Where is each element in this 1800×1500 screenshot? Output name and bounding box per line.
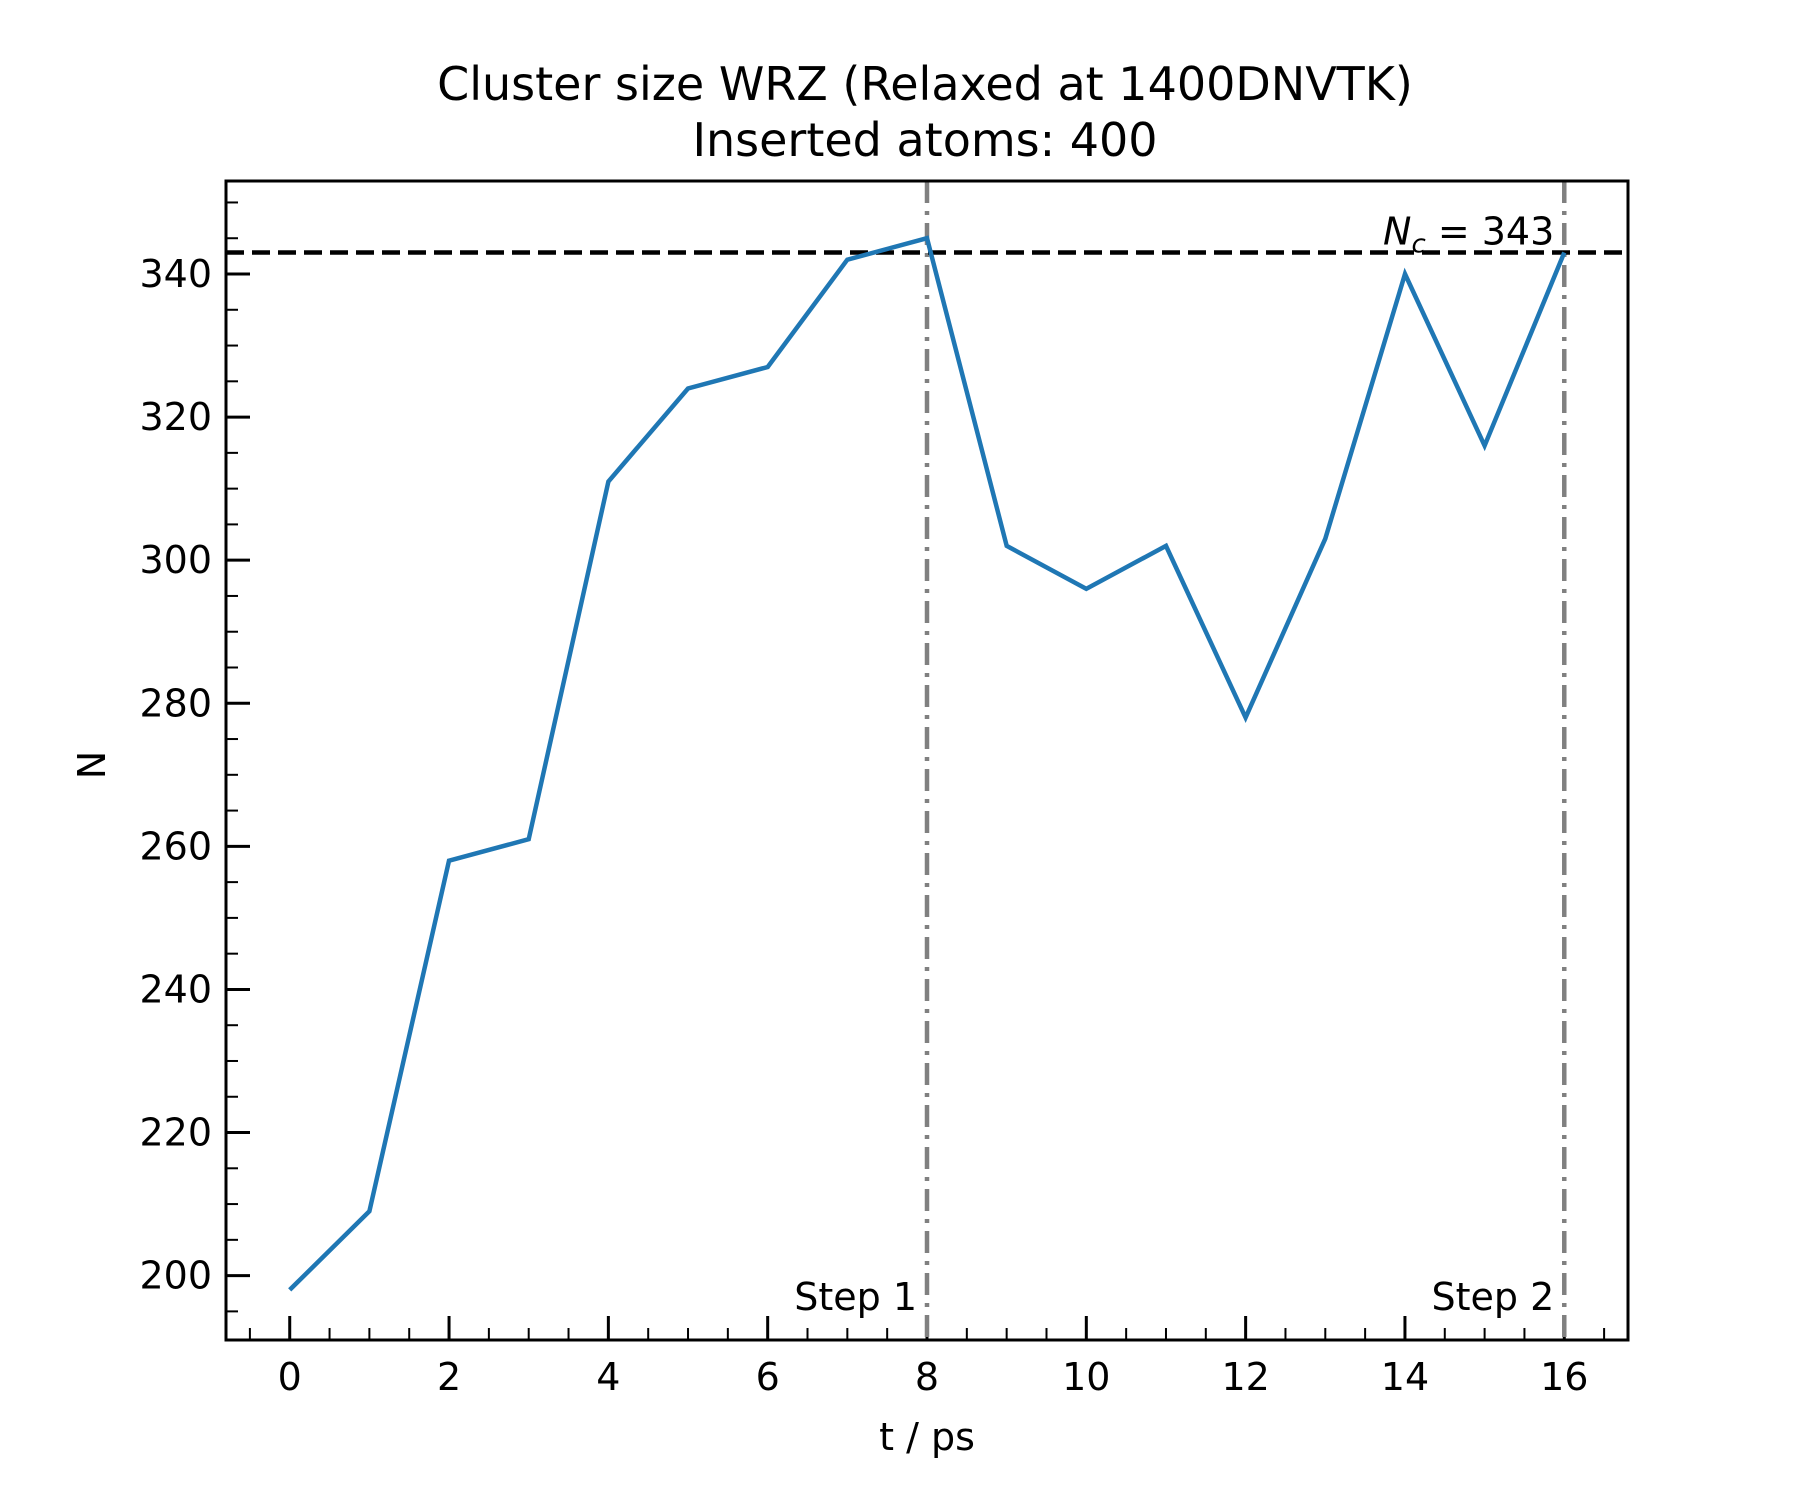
y-tick-label: 260	[139, 824, 212, 868]
x-tick-label: 0	[278, 1355, 302, 1399]
series-group	[288, 235, 1567, 1292]
vline-label: Step 2	[1431, 1275, 1554, 1319]
x-tick-label: 6	[756, 1355, 780, 1399]
y-tick-label: 320	[139, 395, 212, 439]
x-axis-label: t / ps	[879, 1415, 975, 1459]
chart-title: Cluster size WRZ (Relaxed at 1400DNVTK)	[437, 57, 1413, 111]
x-tick-label: 16	[1540, 1355, 1588, 1399]
vline-label: Step 1	[794, 1275, 917, 1319]
y-tick-label: 240	[139, 967, 212, 1011]
tick-group: 0 2 4 6 8 10 12 14 16 200 220 240 260 280 300 320 340	[139, 201, 1606, 1399]
x-tick-label: 12	[1221, 1355, 1269, 1399]
plot-frame	[224, 179, 1630, 1342]
y-tick-label: 300	[139, 538, 212, 582]
x-tick-label: 4	[596, 1355, 620, 1399]
chart-subtitle: Inserted atoms: 400	[692, 113, 1157, 167]
reference-lines: Step 1 Step 2 Nc = 343	[226, 181, 1628, 1340]
hline-label: Nc = 343	[1383, 210, 1554, 260]
x-tick-label: 2	[437, 1355, 461, 1399]
y-tick-label: 220	[139, 1111, 212, 1155]
y-tick-label: 200	[139, 1254, 212, 1298]
x-tick-label: 10	[1062, 1355, 1110, 1399]
y-axis-label: N	[70, 751, 114, 779]
y-tick-label: 340	[139, 252, 212, 296]
series-line	[288, 235, 1567, 1292]
x-tick-label: 8	[915, 1355, 939, 1399]
x-tick-label: 14	[1381, 1355, 1429, 1399]
y-tick-label: 280	[139, 681, 212, 725]
